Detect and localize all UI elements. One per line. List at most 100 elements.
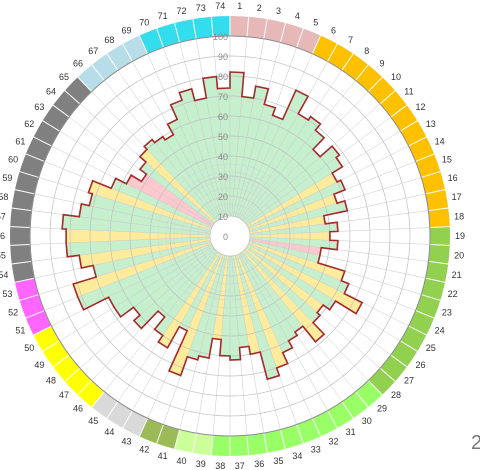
radial-tick-label: 60 <box>218 112 228 122</box>
bar-72 <box>194 98 227 217</box>
outer-ring-divider <box>263 19 268 39</box>
bar-12 <box>246 157 343 226</box>
category-label: 65 <box>59 72 69 82</box>
outer-ring-divider <box>91 64 105 81</box>
radial-tick-label: 70 <box>218 92 228 102</box>
grid-spoke <box>247 145 409 228</box>
grid-spoke <box>248 161 416 229</box>
category-label: 48 <box>46 375 56 385</box>
category-label: 51 <box>15 326 25 336</box>
grid-spoke <box>117 252 220 402</box>
bar-23 <box>248 241 345 281</box>
grid-spoke <box>238 254 313 419</box>
category-label: 41 <box>158 451 168 461</box>
category-label: 6 <box>331 26 336 36</box>
category-label: 7 <box>348 35 353 45</box>
grid-spoke <box>249 227 430 236</box>
bar-29 <box>242 250 325 342</box>
category-label: 24 <box>435 326 445 336</box>
bar-13 <box>247 173 338 227</box>
bar-34 <box>235 254 280 380</box>
outer-ring-divider <box>192 433 197 453</box>
outer-ring-divider <box>311 418 322 437</box>
outer-ring-divider <box>156 28 164 48</box>
category-label: 38 <box>215 461 225 470</box>
grid-spoke <box>38 241 211 295</box>
grid-spoke <box>31 210 211 234</box>
outer-ring-divider <box>379 90 396 105</box>
grid-spoke <box>31 238 211 262</box>
bar-22 <box>249 240 320 263</box>
grid-spoke <box>59 246 214 342</box>
grid-spoke <box>163 254 224 425</box>
outer-ring-divider <box>355 64 369 81</box>
category-label: 59 <box>2 173 12 183</box>
bar-46 <box>158 250 218 317</box>
bar-35 <box>233 255 261 355</box>
outer-ring-segment <box>368 226 450 395</box>
bar-27 <box>245 247 324 313</box>
grid-spoke <box>132 61 221 219</box>
grid-outer-ring <box>29 35 431 437</box>
grid-spoke <box>44 161 212 229</box>
bar-62 <box>126 175 213 227</box>
category-label: 3 <box>276 6 281 16</box>
outer-ring-divider <box>390 354 408 368</box>
grid-spoke <box>179 255 226 430</box>
outer-ring-divider <box>52 104 70 118</box>
category-label: 68 <box>104 35 114 45</box>
outer-ring-divider <box>311 35 322 54</box>
outer-ring-segment <box>139 418 180 449</box>
category-label: 28 <box>391 390 401 400</box>
category-labels: 1 2 3 4567891011121314151617181920212223242… <box>0 1 465 470</box>
category-label: 29 <box>377 404 387 414</box>
grid-spoke <box>30 227 211 236</box>
radial-tick-label: 10 <box>218 212 228 222</box>
grid-spoke <box>231 255 248 436</box>
outer-ring-divider <box>52 354 70 368</box>
outer-ring-divider <box>341 401 354 419</box>
outer-ring-divider <box>77 380 92 396</box>
outer-ring-divider <box>429 243 450 246</box>
outer-ring-divider <box>64 367 81 382</box>
category-label: 34 <box>292 451 302 461</box>
outer-ring-divider <box>138 418 149 437</box>
radial-tick-label: 100 <box>213 32 228 42</box>
outer-ring-divider <box>415 153 435 162</box>
outer-ring-divider <box>429 226 450 229</box>
category-label: 1 <box>237 1 242 11</box>
category-label: 2 <box>257 3 262 13</box>
outer-ring-divider <box>379 367 396 382</box>
outer-ring-divider <box>327 410 338 429</box>
outer-ring-segment <box>174 429 214 456</box>
bar-64 <box>139 162 215 225</box>
grid-spoke <box>239 253 328 411</box>
category-label: 67 <box>88 46 98 56</box>
bar-70 <box>170 100 224 218</box>
grid-spoke <box>247 244 409 327</box>
grid-spoke <box>245 247 391 356</box>
category-label: 53 <box>2 289 12 299</box>
outer-ring-divider <box>296 28 304 48</box>
grid-spoke <box>249 210 429 234</box>
category-label: 55 <box>0 251 6 261</box>
radial-tick-label: 0 <box>223 232 228 242</box>
bar-31 <box>239 252 298 341</box>
grid-spoke <box>246 130 401 226</box>
outer-ring-segment <box>230 16 321 54</box>
radial-tick-labels: 0 10 20 30 40 50 60 70 80 90 100 <box>213 32 228 242</box>
outer-ring-divider <box>400 120 418 132</box>
category-label: 15 <box>442 154 452 164</box>
bar-44 <box>158 252 221 348</box>
bar-17 <box>249 215 326 234</box>
category-label: 31 <box>346 427 356 437</box>
grid-spoke <box>44 243 212 311</box>
outer-ring-divider <box>174 429 181 450</box>
category-label: 52 <box>8 308 18 318</box>
category-label: 63 <box>34 102 44 112</box>
grid-spoke <box>234 255 281 430</box>
outer-ring-divider <box>400 340 418 352</box>
category-label: 47 <box>59 390 69 400</box>
category-label: 35 <box>273 456 283 466</box>
